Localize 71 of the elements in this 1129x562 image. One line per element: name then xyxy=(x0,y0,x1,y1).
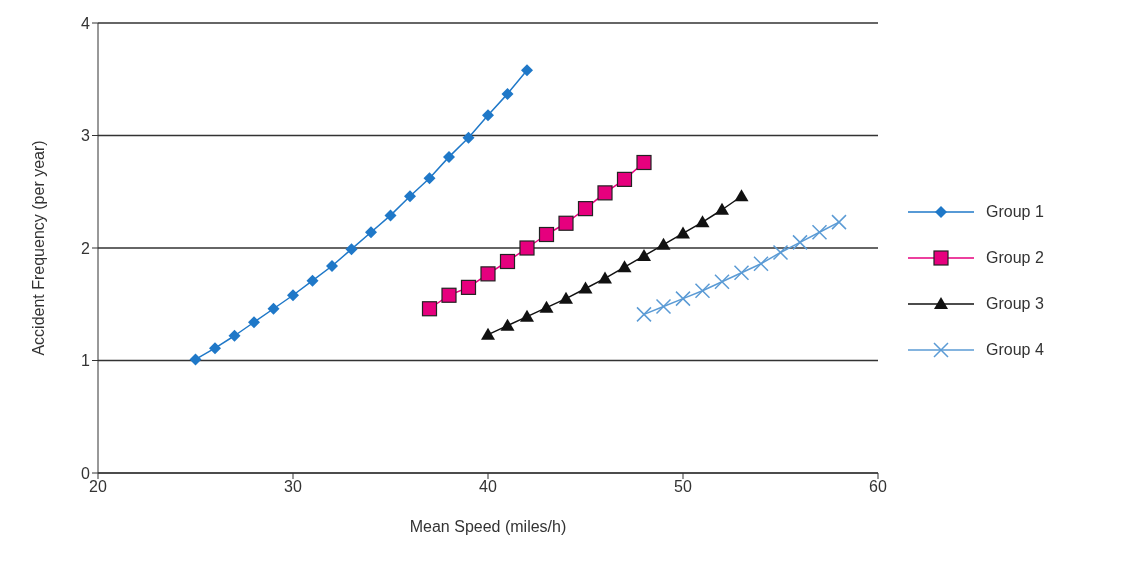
point xyxy=(753,256,769,272)
point xyxy=(616,171,633,187)
point xyxy=(481,327,495,340)
y-axis-title: Accident Frequency (per year) xyxy=(29,140,47,356)
point xyxy=(597,185,613,201)
x-tick-label: 20 xyxy=(89,478,107,496)
point xyxy=(501,87,514,100)
point xyxy=(656,237,671,250)
legend-label: Group 1 xyxy=(986,202,1044,221)
point xyxy=(480,266,496,282)
x-axis-title: Mean Speed (miles/h) xyxy=(409,518,567,536)
point xyxy=(404,190,416,203)
point xyxy=(267,302,280,315)
point xyxy=(421,301,438,317)
point xyxy=(792,234,808,251)
point xyxy=(326,260,338,272)
point xyxy=(772,244,789,261)
y-tick-label: 4 xyxy=(81,14,91,32)
x-tick-label: 60 xyxy=(869,478,887,496)
point xyxy=(655,298,672,315)
point xyxy=(715,202,729,215)
point xyxy=(538,226,555,243)
x-tick-label: 40 xyxy=(479,478,497,496)
point xyxy=(482,109,494,122)
legend-label: Group 2 xyxy=(986,248,1044,267)
point xyxy=(520,309,534,322)
point xyxy=(714,274,730,290)
point xyxy=(248,316,260,329)
legend-label: Group 4 xyxy=(986,340,1044,359)
point xyxy=(521,64,533,77)
point xyxy=(694,283,711,299)
y-tick-label: 0 xyxy=(81,464,91,482)
point xyxy=(675,290,691,307)
point xyxy=(636,306,652,323)
point xyxy=(441,287,457,303)
point xyxy=(734,189,749,202)
y-tick-label: 2 xyxy=(81,239,91,257)
point xyxy=(811,224,828,240)
point xyxy=(617,260,632,273)
point xyxy=(577,201,594,217)
point xyxy=(598,271,612,284)
y-tick-label: 3 xyxy=(81,127,91,145)
point xyxy=(676,226,690,239)
x-tick-label: 50 xyxy=(674,478,692,496)
point xyxy=(637,248,651,261)
point xyxy=(539,300,554,313)
point xyxy=(209,342,221,355)
point xyxy=(365,226,377,239)
point xyxy=(443,150,455,163)
legend-label: Group 3 xyxy=(986,294,1044,313)
point xyxy=(423,172,436,185)
point xyxy=(519,240,535,256)
point xyxy=(460,279,477,295)
point xyxy=(695,215,710,228)
point xyxy=(462,131,475,144)
point xyxy=(733,265,750,281)
x-tick-label: 30 xyxy=(284,478,302,496)
point xyxy=(578,281,593,294)
y-tick-label: 1 xyxy=(81,352,91,370)
point xyxy=(384,209,397,222)
point xyxy=(831,214,847,230)
point xyxy=(500,318,515,331)
point xyxy=(228,329,241,342)
point xyxy=(345,243,358,256)
point xyxy=(558,215,574,231)
point xyxy=(636,154,652,171)
point xyxy=(499,253,516,270)
point xyxy=(306,274,319,287)
point xyxy=(287,289,299,302)
point xyxy=(559,291,573,304)
point xyxy=(189,353,202,366)
